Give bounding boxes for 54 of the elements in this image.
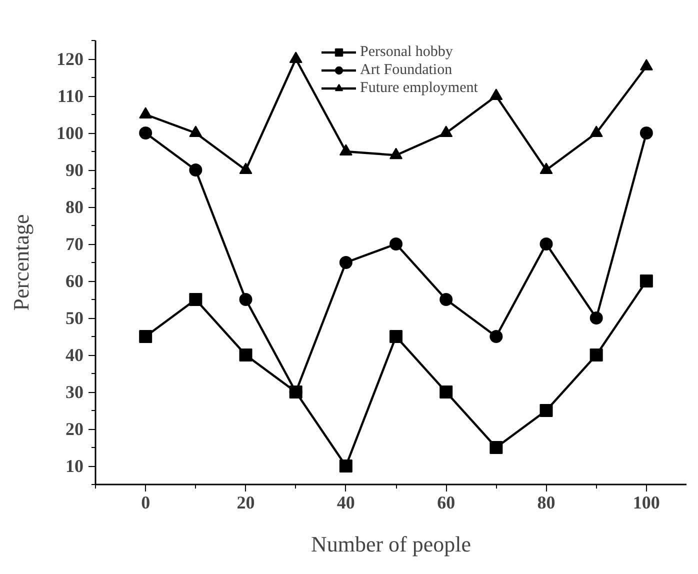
x-tick-label: 60 <box>437 492 456 512</box>
x-tick-label: 40 <box>336 492 355 512</box>
point <box>339 460 352 472</box>
point <box>390 148 403 160</box>
point <box>239 348 252 362</box>
point <box>590 126 603 137</box>
y-tick-label: 40 <box>66 345 84 365</box>
legend-label: Art Foundation <box>360 61 452 79</box>
point <box>239 293 252 306</box>
y-tick-label: 60 <box>66 271 84 291</box>
y-axis-title: Percentage <box>8 214 34 311</box>
y-tick-label: 30 <box>66 382 84 402</box>
point <box>139 126 152 140</box>
x-tick-label: 20 <box>236 492 255 512</box>
point <box>440 386 453 398</box>
y-tick-label: 110 <box>57 86 84 106</box>
point <box>640 58 653 70</box>
point <box>490 330 503 343</box>
point <box>139 330 152 343</box>
y-tick-label: 70 <box>66 234 84 254</box>
y-tick-label: 50 <box>66 308 84 328</box>
point <box>289 52 302 63</box>
point <box>189 164 202 176</box>
point <box>640 274 653 288</box>
point <box>440 293 453 306</box>
y-tick-label: 120 <box>56 49 84 69</box>
point <box>540 162 553 174</box>
y-tick-label: 90 <box>66 160 84 180</box>
x-tick-label: 0 <box>141 492 150 512</box>
point <box>540 238 553 250</box>
x-tick-label: 80 <box>537 492 556 512</box>
point <box>189 126 202 137</box>
point <box>139 107 152 118</box>
y-tick-label: 100 <box>56 123 84 143</box>
point <box>339 256 352 269</box>
point <box>390 330 403 343</box>
point <box>590 348 603 362</box>
point <box>540 404 553 417</box>
point <box>490 88 503 100</box>
point <box>189 293 202 306</box>
point <box>339 144 352 156</box>
point <box>239 162 252 174</box>
point <box>640 126 653 140</box>
point <box>440 126 453 137</box>
point <box>590 312 603 324</box>
y-tick-label: 20 <box>66 419 84 439</box>
y-tick-label: 80 <box>66 197 84 217</box>
x-tick-label: 100 <box>632 492 660 512</box>
legend-label: Future employment <box>360 79 478 97</box>
legend-label: Personal hobby <box>360 43 453 61</box>
y-tick-label: 10 <box>66 456 84 476</box>
point <box>390 238 403 250</box>
point <box>490 441 503 454</box>
x-axis-title: Number of people <box>310 532 472 556</box>
